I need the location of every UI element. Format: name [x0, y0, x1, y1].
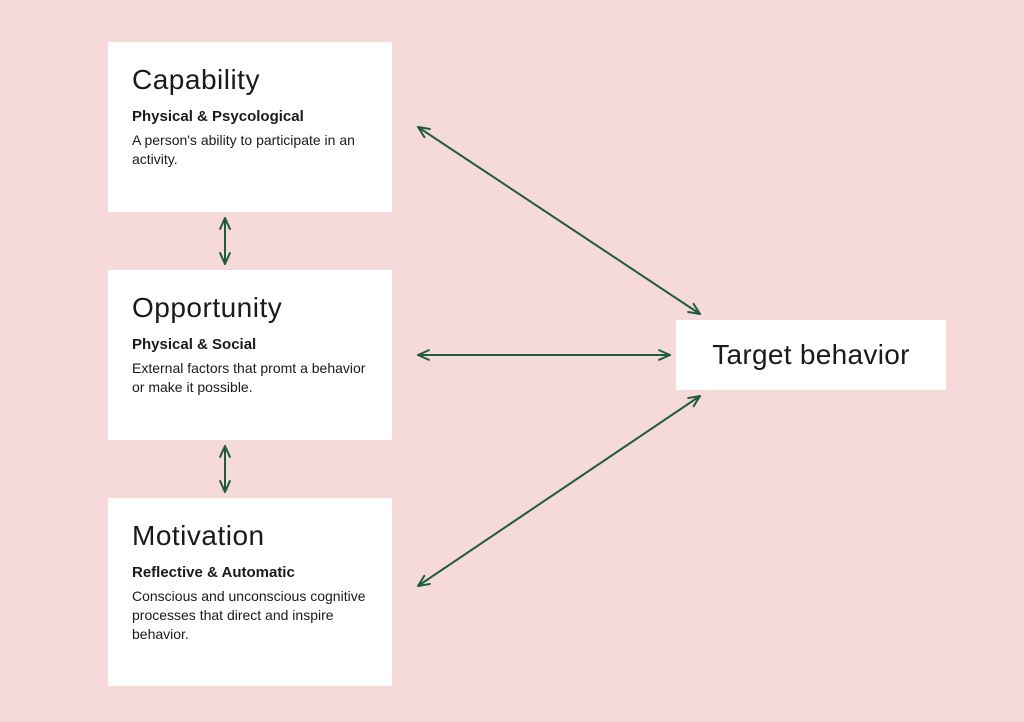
- node-title: Opportunity: [132, 292, 368, 324]
- node-title: Target behavior: [712, 339, 910, 371]
- node-subtitle: Physical & Social: [132, 336, 368, 353]
- node-description: A person's ability to participate in an …: [132, 131, 368, 169]
- node-opportunity: Opportunity Physical & Social External f…: [108, 270, 392, 440]
- node-title: Capability: [132, 64, 368, 96]
- node-capability: Capability Physical & Psycological A per…: [108, 42, 392, 212]
- node-subtitle: Physical & Psycological: [132, 108, 368, 125]
- node-title: Motivation: [132, 520, 368, 552]
- node-description: External factors that promt a behavior o…: [132, 359, 368, 397]
- node-motivation: Motivation Reflective & Automatic Consci…: [108, 498, 392, 686]
- diagram-canvas: Capability Physical & Psycological A per…: [0, 0, 1024, 722]
- node-subtitle: Reflective & Automatic: [132, 564, 368, 581]
- node-description: Conscious and unconscious cognitive proc…: [132, 587, 368, 644]
- node-target-behavior: Target behavior: [676, 320, 946, 390]
